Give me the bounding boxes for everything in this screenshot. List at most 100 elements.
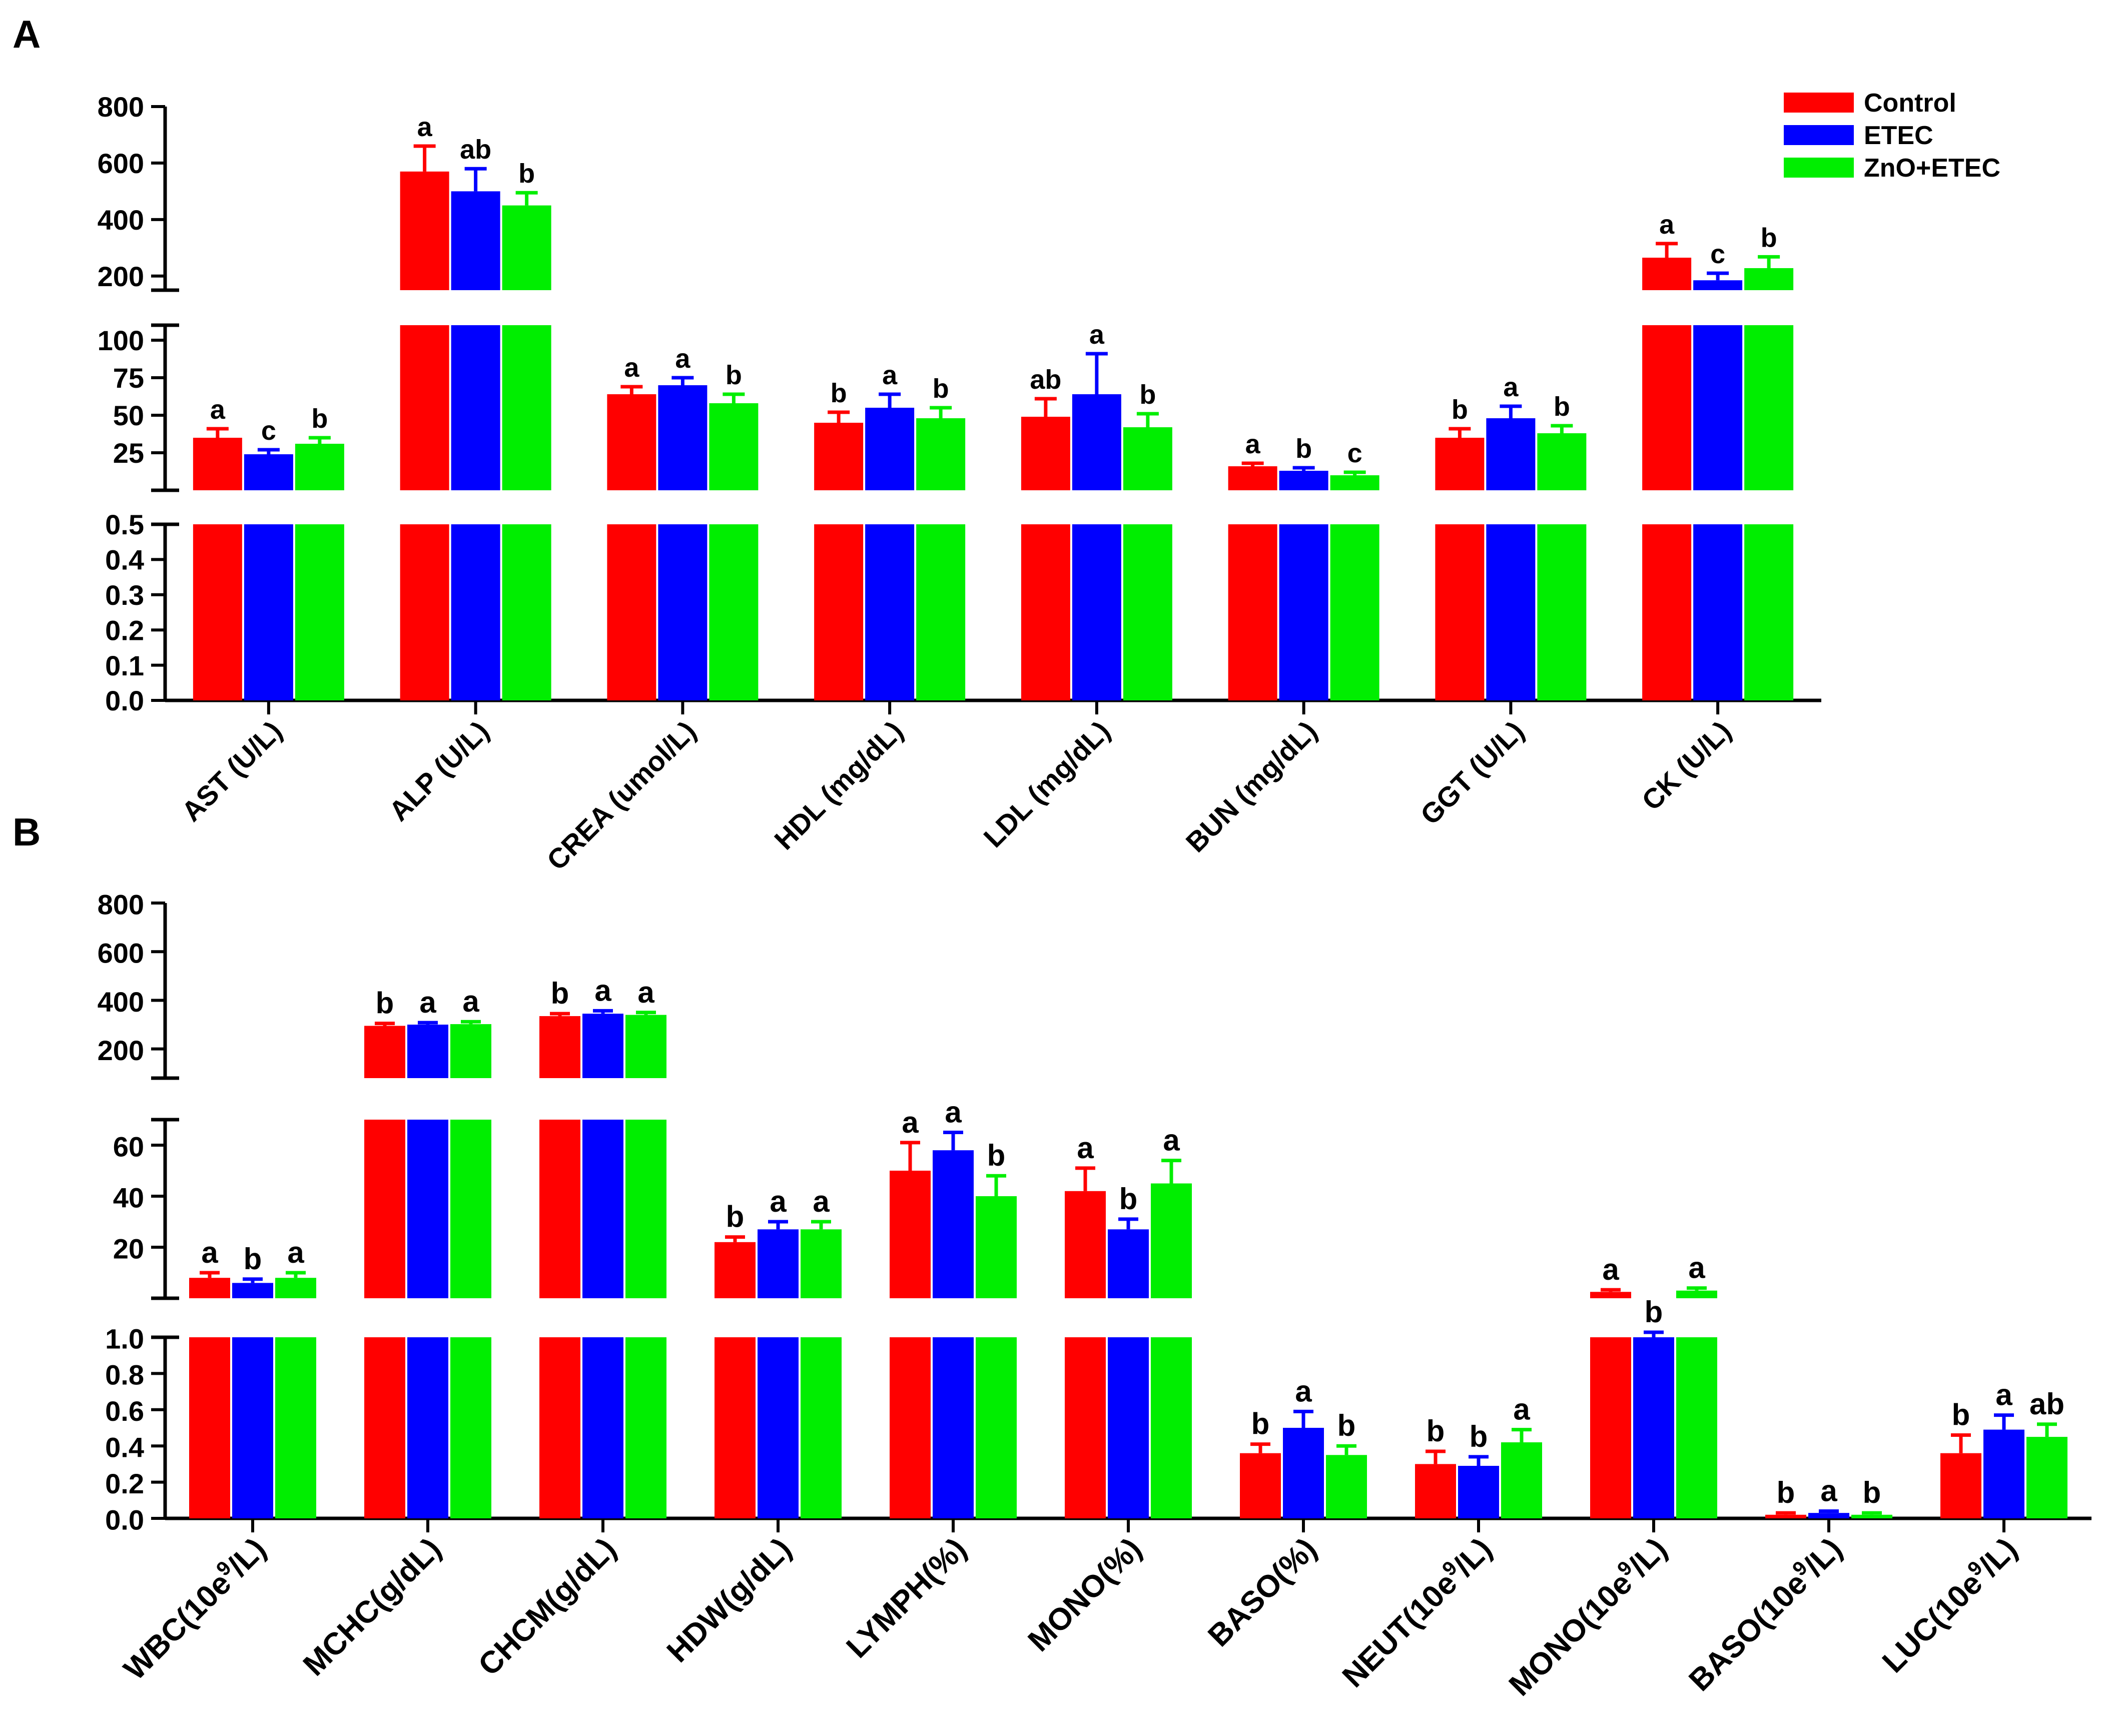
x-tick-label: MONO(10e9/L) xyxy=(1501,1530,1674,1702)
y-tick-label: 40 xyxy=(113,1182,144,1213)
bar xyxy=(1021,417,1070,490)
bar xyxy=(193,438,242,490)
bar xyxy=(451,191,500,290)
bar xyxy=(1486,418,1536,490)
bar xyxy=(1765,1514,1806,1518)
bar xyxy=(189,1278,230,1298)
y-tick-label: 0.0 xyxy=(105,1504,144,1535)
y-tick-label: 0.0 xyxy=(105,685,144,716)
significance-letter: b xyxy=(1761,223,1777,253)
significance-letter: b xyxy=(987,1139,1006,1172)
y-tick-label: 800 xyxy=(98,91,144,123)
significance-letter: a xyxy=(1688,1251,1705,1285)
bar-segment xyxy=(1123,524,1172,700)
bar-segment xyxy=(451,325,500,490)
legend-swatch xyxy=(1784,125,1854,145)
significance-letter: b xyxy=(1863,1476,1881,1509)
bar-segment xyxy=(1744,524,1794,700)
bar xyxy=(1240,1453,1281,1518)
y-tick-label: 0.4 xyxy=(105,544,144,576)
significance-letter: b xyxy=(376,987,394,1020)
bar-segment xyxy=(758,1337,799,1518)
x-tick-label: MCHC(g/dL) xyxy=(297,1531,448,1682)
significance-letter: a xyxy=(287,1236,304,1269)
bar-segment xyxy=(1228,524,1277,700)
bar-segment xyxy=(890,1337,931,1518)
y-tick-label: 0.4 xyxy=(105,1432,144,1463)
bar-segment xyxy=(1590,1337,1631,1518)
bar xyxy=(295,444,344,490)
bar-segment xyxy=(275,1337,316,1518)
bar-segment xyxy=(1435,524,1485,700)
bar xyxy=(582,1014,623,1078)
bar xyxy=(865,408,915,490)
bar xyxy=(1940,1453,1981,1518)
significance-letter: a xyxy=(1295,1374,1312,1408)
bar xyxy=(758,1229,799,1298)
bar-segment xyxy=(1072,524,1121,700)
x-tick-label: WBC(10e9/L) xyxy=(116,1530,273,1686)
bar-segment xyxy=(193,524,242,700)
significance-letter: a xyxy=(637,976,654,1009)
bar-segment xyxy=(295,524,344,700)
bar xyxy=(890,1171,931,1298)
bar xyxy=(244,454,293,490)
legend-swatch xyxy=(1784,93,1854,113)
significance-letter: a xyxy=(1513,1393,1530,1426)
x-tick-label: CREA (umol/L) xyxy=(540,715,701,876)
significance-letter: ab xyxy=(2029,1387,2064,1421)
significance-letter: ab xyxy=(1030,365,1061,395)
bar-segment xyxy=(400,325,449,490)
significance-letter: b xyxy=(1295,434,1312,464)
y-tick-label: 0.2 xyxy=(105,614,144,646)
bar xyxy=(1151,1183,1192,1298)
bar xyxy=(1808,1513,1849,1518)
bar xyxy=(407,1025,448,1078)
bar-segment xyxy=(582,1337,623,1518)
bar-segment xyxy=(1744,325,1794,490)
significance-letter: b xyxy=(1554,392,1570,422)
bar-segment xyxy=(976,1337,1017,1518)
bar xyxy=(232,1283,273,1298)
bar-segment xyxy=(1021,524,1070,700)
x-tick-label: NEUT(10e9/L) xyxy=(1334,1530,1499,1694)
significance-letter: b xyxy=(831,378,847,408)
significance-letter: b xyxy=(1427,1414,1445,1448)
bar-segment xyxy=(1065,1337,1106,1518)
y-tick-label: 400 xyxy=(98,986,144,1018)
bar-segment xyxy=(582,1120,623,1298)
significance-letter: a xyxy=(1503,372,1519,402)
x-tick-label: HDW(g/dL) xyxy=(660,1531,798,1669)
significance-letter: a xyxy=(882,360,898,390)
significance-letter: b xyxy=(1470,1420,1488,1453)
y-tick-label: 50 xyxy=(113,400,144,431)
significance-letter: b xyxy=(726,360,742,390)
significance-letter: b xyxy=(1645,1295,1663,1329)
bar xyxy=(1415,1464,1456,1518)
bar-segment xyxy=(658,524,708,700)
chart-panel-a: 0.0 0.1 0.20.30.4 0.5 25 50 75 100 200 400 600 800 a… xyxy=(98,91,1821,876)
bar-segment xyxy=(502,325,551,490)
y-tick-label: 600 xyxy=(98,938,144,969)
significance-letter: a xyxy=(624,353,639,383)
bar xyxy=(1072,394,1121,490)
bar xyxy=(1228,466,1277,490)
significance-letter: b xyxy=(933,374,949,404)
y-tick-label: 1.0 xyxy=(105,1323,144,1354)
bar-segment xyxy=(539,1337,580,1518)
x-tick-label: BASO(10e9/L) xyxy=(1681,1530,1849,1697)
bar xyxy=(1537,433,1587,490)
y-tick-label: 800 xyxy=(98,889,144,920)
legend-label: ZnO+ETEC xyxy=(1864,154,2000,183)
significance-letter: b xyxy=(1251,1407,1270,1441)
significance-letter: a xyxy=(945,1096,962,1129)
legend-swatch xyxy=(1784,158,1854,178)
significance-letter: a xyxy=(1163,1124,1180,1157)
significance-letter: a xyxy=(201,1236,218,1269)
bar-segment xyxy=(715,1337,756,1518)
panel-label-b: B xyxy=(13,810,41,854)
bar-segment xyxy=(1108,1337,1149,1518)
bar-segment xyxy=(801,1337,842,1518)
